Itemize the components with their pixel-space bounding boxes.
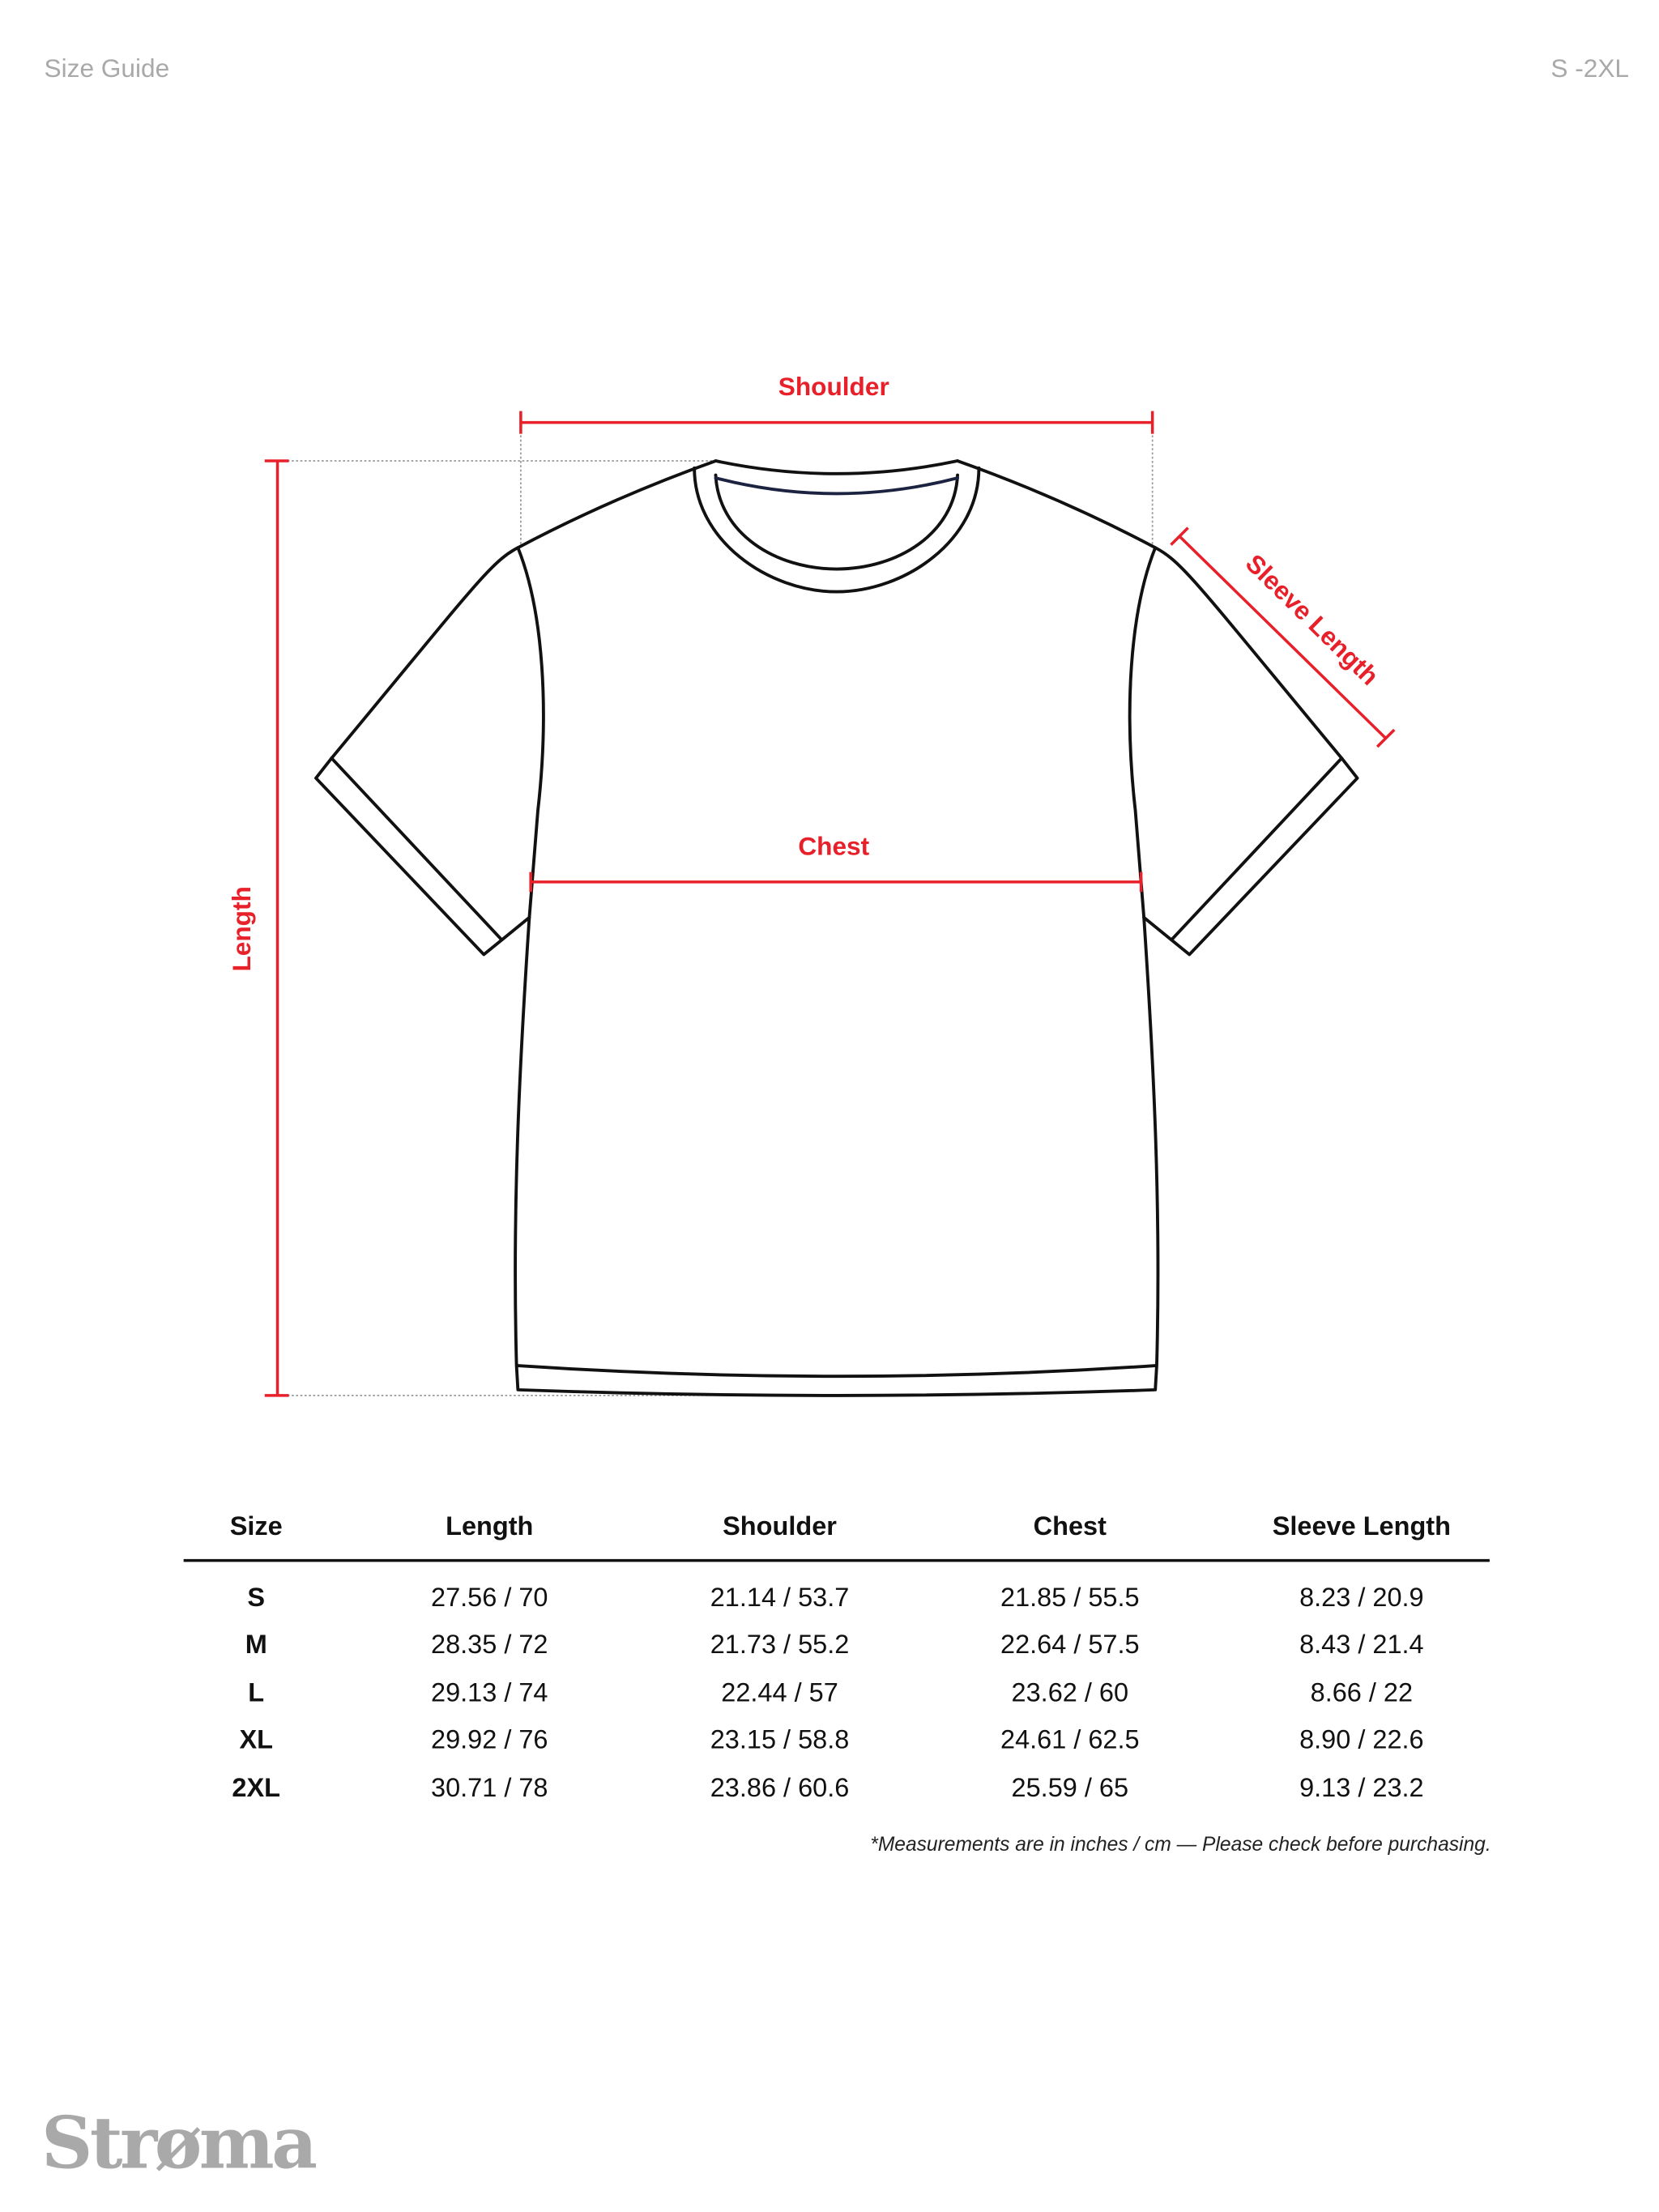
- cell-chest: 25.59 / 65: [1012, 1773, 1128, 1802]
- cell-chest: 22.64 / 57.5: [1000, 1630, 1140, 1659]
- cell-shoulder: 23.86 / 60.6: [710, 1773, 850, 1802]
- cell-chest: 21.85 / 55.5: [1000, 1583, 1140, 1612]
- chest-measure-line: [529, 872, 1143, 893]
- cell-sleeve-length: 8.90 / 22.6: [1299, 1724, 1424, 1754]
- cell-shoulder: 22.44 / 57: [721, 1677, 838, 1707]
- cell-sleeve-length: 9.13 / 23.2: [1299, 1773, 1424, 1802]
- table-row: M 28.35 / 72 21.73 / 55.2 22.64 / 57.5 8.43 …: [245, 1630, 1424, 1659]
- length-measure-line: [264, 459, 289, 1397]
- cell-size: XL: [239, 1724, 273, 1754]
- size-range: S -2XL: [1550, 53, 1629, 83]
- header-sleeve-length: Sleeve Length: [1273, 1511, 1451, 1541]
- header-size: Size: [230, 1511, 283, 1541]
- measurement-note: *Measurements are in inches / cm — Pleas…: [870, 1834, 1491, 1856]
- cell-shoulder: 23.15 / 58.8: [710, 1724, 850, 1754]
- cell-sleeve-length: 8.23 / 20.9: [1299, 1583, 1424, 1612]
- cell-size: L: [248, 1677, 264, 1707]
- size-table: Size Length Shoulder Chest Sleeve Length…: [183, 1511, 1491, 1856]
- cell-length: 28.35 / 72: [431, 1630, 548, 1659]
- cell-length: 29.92 / 76: [431, 1724, 548, 1754]
- cell-size: S: [247, 1583, 265, 1612]
- cell-sleeve-length: 8.66 / 22: [1311, 1677, 1413, 1707]
- table-row: XL 29.92 / 76 23.15 / 58.8 24.61 / 62.5 8.90…: [239, 1724, 1423, 1754]
- page-title: Size Guide: [45, 53, 170, 83]
- sleeve-length-label: Sleeve Length: [1240, 548, 1384, 691]
- cell-chest: 24.61 / 62.5: [1000, 1724, 1140, 1754]
- header-chest: Chest: [1034, 1511, 1107, 1541]
- table-row: S 27.56 / 70 21.14 / 53.7 21.85 / 55.5 8.23 …: [247, 1583, 1423, 1612]
- shoulder-label: Shoulder: [778, 372, 889, 401]
- cell-length: 29.13 / 74: [431, 1677, 548, 1707]
- brand-logo: Strøma: [41, 2102, 316, 2185]
- cell-length: 30.71 / 78: [431, 1773, 548, 1802]
- cell-chest: 23.62 / 60: [1012, 1677, 1128, 1707]
- shoulder-measure-line: [519, 411, 1154, 434]
- header-shoulder: Shoulder: [723, 1511, 837, 1541]
- table-header: Size Length Shoulder Chest Sleeve Length: [230, 1511, 1451, 1541]
- header-length: Length: [446, 1511, 533, 1541]
- cell-size: 2XL: [232, 1773, 280, 1802]
- cell-shoulder: 21.14 / 53.7: [710, 1583, 850, 1612]
- length-label: Length: [227, 886, 256, 971]
- cell-size: M: [245, 1630, 267, 1659]
- table-row: L 29.13 / 74 22.44 / 57 23.62 / 60 8.66 / 22: [248, 1677, 1413, 1707]
- cell-shoulder: 21.73 / 55.2: [710, 1630, 850, 1659]
- sleeve-measure-line: [1170, 526, 1396, 748]
- table-row: 2XL 30.71 / 78 23.86 / 60.6 25.59 / 65 9.13 …: [232, 1773, 1423, 1802]
- cell-length: 27.56 / 70: [431, 1583, 548, 1612]
- chest-label: Chest: [798, 832, 869, 861]
- tshirt-diagram: Shoulder Length Chest Sleeve Length: [227, 372, 1396, 1397]
- cell-sleeve-length: 8.43 / 21.4: [1299, 1630, 1424, 1659]
- tshirt-outline: [314, 459, 1359, 1397]
